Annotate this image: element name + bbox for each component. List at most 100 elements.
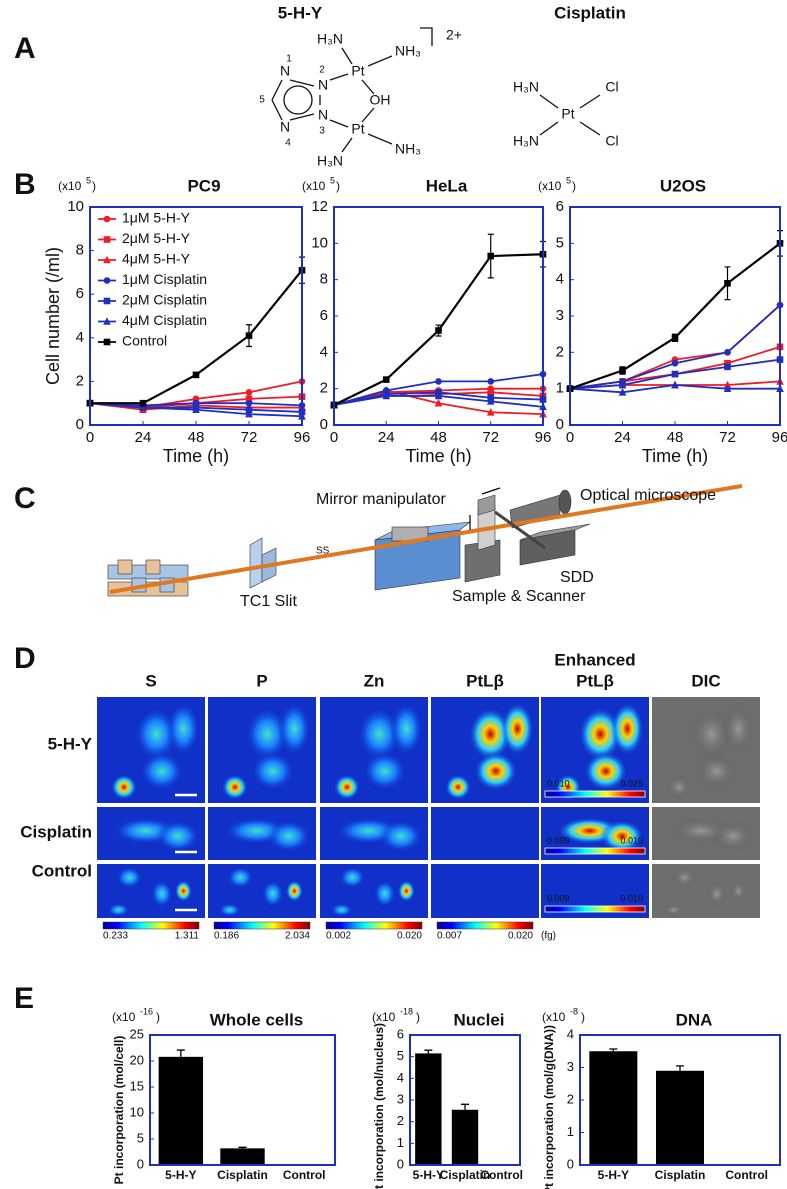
- x-tick-label: 5-H-Y: [165, 1168, 196, 1182]
- cell-signal: [140, 752, 184, 791]
- color-scale: [544, 790, 646, 798]
- plot-frame: [409, 1034, 521, 1166]
- cell-signal: [262, 880, 284, 908]
- chart-title: HeLa: [426, 176, 468, 195]
- cell-signal: [218, 903, 241, 917]
- atom-label: NH₃: [395, 141, 421, 157]
- data-point: [724, 363, 731, 371]
- cell-signal: [334, 774, 360, 800]
- cell-signal: [689, 707, 734, 761]
- legend-label: 2μM 5-H-Y: [122, 230, 191, 246]
- axis-multiplier: (x10: [302, 179, 326, 193]
- y-tick-label: 8: [320, 271, 328, 288]
- data-point: [245, 332, 253, 339]
- y-tick-label: 2: [76, 372, 84, 389]
- cell-signal: [468, 707, 512, 761]
- axis-multiplier: ): [572, 179, 576, 193]
- cell-signal: [729, 880, 748, 902]
- atom-label: H₃N: [317, 153, 343, 169]
- x-tick-label: Cisplatin: [217, 1168, 268, 1182]
- atom-label: 4: [285, 138, 291, 149]
- imaging-panel: [97, 697, 760, 918]
- atom-label: N: [318, 107, 328, 123]
- plot-frame: [579, 1034, 781, 1166]
- cell-signal: [706, 880, 728, 908]
- atom-label: H₃N: [513, 79, 539, 95]
- panel-label: C: [14, 482, 36, 515]
- cell-signal: [397, 880, 416, 902]
- colorbar-min: 0.002: [326, 931, 351, 942]
- column-header: PtLβ: [576, 671, 614, 690]
- data-point: [487, 378, 495, 385]
- legend-marker: [103, 277, 111, 284]
- y-tick-label: 6: [76, 285, 84, 302]
- diagram-label: TC1 Slit: [240, 593, 297, 610]
- colorbar-min: 0.007: [437, 931, 462, 942]
- cell-signal: [156, 820, 200, 853]
- y-tick-label: 4: [76, 329, 84, 346]
- legend-marker: [103, 297, 111, 305]
- row-label: Control: [32, 861, 92, 880]
- atom-label: N: [318, 77, 328, 93]
- error-bar: [176, 1049, 185, 1057]
- panel-label: E: [14, 982, 34, 1015]
- chart-title: PC9: [187, 176, 220, 195]
- y-axis-label: Cell number (/ml): [43, 247, 63, 385]
- scale-max: 0.025: [620, 778, 643, 788]
- colorbar-max: 0.020: [397, 931, 422, 942]
- scale-min: 0.010: [547, 778, 570, 788]
- axis-multiplier: ): [581, 1010, 585, 1024]
- y-tick-label: 2: [320, 380, 328, 397]
- legend-marker: [103, 215, 111, 223]
- panel-label: A: [14, 32, 36, 65]
- atom-label: Pt: [561, 106, 574, 122]
- y-tick-label: 2: [397, 1113, 404, 1128]
- atom-label: Cl: [605, 79, 618, 95]
- cell-signal: [330, 903, 353, 917]
- legend-marker: [103, 317, 111, 325]
- axis-multiplier: (x10: [112, 1010, 136, 1024]
- y-axis-label: Pt incorporation (mol/nucleus): [372, 1023, 386, 1189]
- cell-signal: [167, 702, 200, 756]
- cell-signal: [245, 707, 289, 761]
- x-tick-label: 0: [566, 429, 574, 446]
- cell-signal: [722, 702, 755, 756]
- y-tick-label: 10: [67, 198, 84, 215]
- cell-signal: [357, 707, 401, 761]
- y-tick-label: 3: [397, 1091, 404, 1106]
- atom-label: Pt: [351, 63, 364, 79]
- x-tick-label: 24: [135, 429, 152, 446]
- data-point: [671, 370, 679, 378]
- atom-label: OH: [370, 92, 391, 108]
- atom-label: 2: [319, 65, 325, 76]
- x-tick-label: 72: [482, 429, 499, 446]
- x-tick-label: 24: [378, 429, 395, 446]
- y-tick-label: 4: [567, 1026, 574, 1041]
- y-tick-label: 0: [556, 416, 564, 433]
- x-tick-label: Control: [480, 1168, 523, 1182]
- error-bar: [676, 1065, 684, 1071]
- data-point: [192, 371, 200, 379]
- cell-signal: [578, 707, 623, 761]
- legend-marker: [103, 338, 111, 346]
- colorbar-max: 2.034: [285, 931, 310, 942]
- cell-signal: [339, 866, 366, 889]
- data-point: [724, 349, 731, 356]
- axis-multiplier: 5: [330, 175, 335, 185]
- data-point: [723, 384, 732, 392]
- y-tick-label: 15: [130, 1078, 144, 1093]
- beamline-diagram: [107, 484, 743, 597]
- axis-multiplier: ): [336, 179, 340, 193]
- scale-min: 0.009: [547, 893, 570, 903]
- data-point: [487, 252, 495, 260]
- y-tick-label: 5: [556, 234, 564, 251]
- x-tick-label: Control: [283, 1168, 326, 1182]
- cell-signal: [671, 866, 698, 889]
- atom-label: NH₃: [395, 43, 421, 59]
- colorbar-unit: (fg): [541, 931, 556, 942]
- y-tick-label: 6: [397, 1026, 404, 1041]
- bar: [220, 1148, 265, 1165]
- colorbar: [102, 921, 200, 930]
- plot-frame: [333, 206, 544, 426]
- legend-marker: [103, 255, 111, 264]
